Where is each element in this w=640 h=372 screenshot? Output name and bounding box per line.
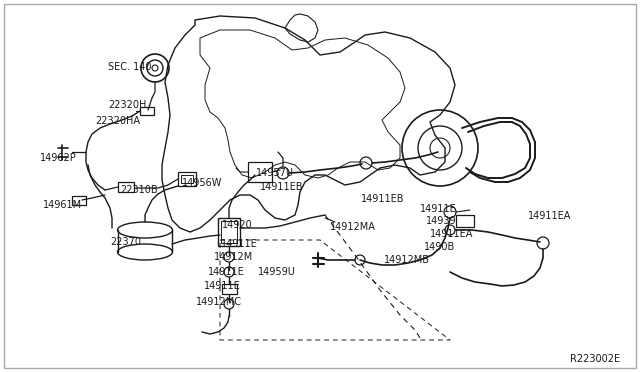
Text: 14912MA: 14912MA [330,222,376,232]
Text: 1490B: 1490B [424,242,455,252]
Text: 14961M: 14961M [43,200,82,210]
Text: 14911E: 14911E [208,267,244,277]
Text: 14962P: 14962P [40,153,77,163]
Text: 14912MC: 14912MC [196,297,242,307]
Text: 22320H: 22320H [108,100,147,110]
Text: 14912M: 14912M [214,252,253,262]
Text: 14956W: 14956W [182,178,222,188]
Text: R223002E: R223002E [570,354,620,364]
Text: 22320HA: 22320HA [95,116,140,126]
Text: 14911EB: 14911EB [361,194,404,204]
Text: 14911EA: 14911EA [528,211,572,221]
Text: 14959U: 14959U [258,267,296,277]
Text: 14911EA: 14911EA [430,229,474,239]
Text: 14911E: 14911E [204,281,241,291]
Text: 14912MB: 14912MB [384,255,430,265]
Text: SEC. 140: SEC. 140 [108,62,152,72]
Text: 14911E: 14911E [221,239,258,249]
Text: 14957U: 14957U [256,168,294,178]
Text: 14911E: 14911E [420,204,457,214]
Text: 14920: 14920 [222,220,253,230]
Text: 22370: 22370 [110,237,141,247]
Text: 14939: 14939 [426,216,456,226]
Text: 14911EB: 14911EB [260,182,303,192]
Text: 22310B: 22310B [120,185,157,195]
